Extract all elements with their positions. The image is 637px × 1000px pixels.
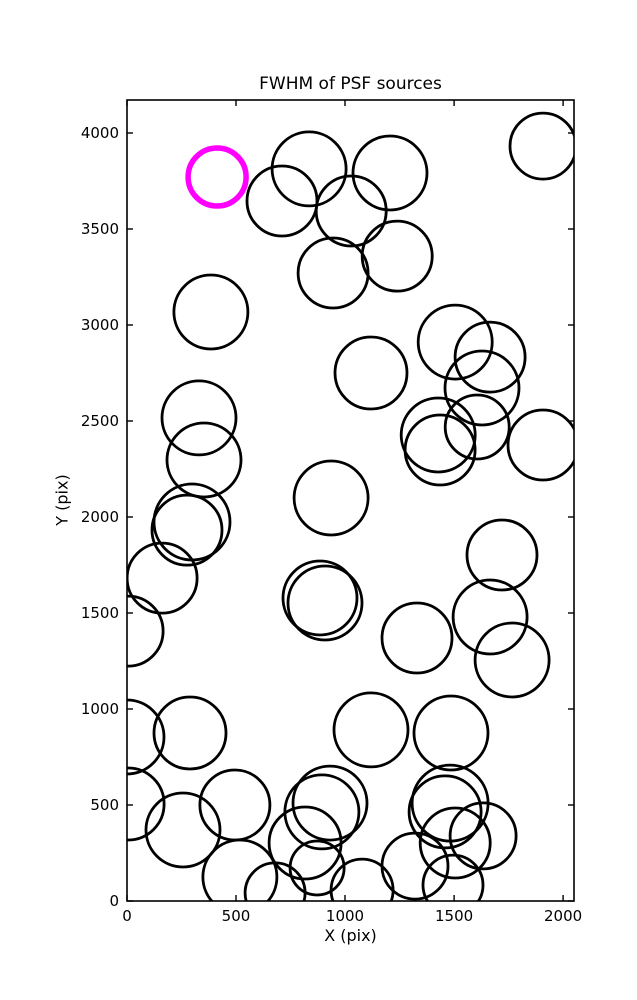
source-circle <box>333 335 409 411</box>
y-tick-label: 1500 <box>81 604 119 622</box>
y-tick-label: 2500 <box>81 412 119 430</box>
y-tick-label: 0 <box>109 892 119 910</box>
source-circle <box>380 601 454 675</box>
source-circle <box>453 320 527 394</box>
y-tick-label: 4000 <box>81 124 119 142</box>
y-tick-label: 3000 <box>81 316 119 334</box>
sources-group <box>127 111 574 901</box>
source-circle <box>291 764 369 842</box>
x-tick-label: 1000 <box>326 907 364 925</box>
source-circle <box>286 564 364 642</box>
y-tick-label: 2000 <box>81 508 119 526</box>
source-circle <box>412 694 490 772</box>
source-circle <box>360 219 434 293</box>
source-circle <box>127 594 165 668</box>
source-circle <box>296 236 370 310</box>
source-circle <box>243 861 307 901</box>
source-circle <box>403 413 477 487</box>
source-circle <box>127 698 166 776</box>
source-circle <box>407 774 483 850</box>
source-circle <box>172 273 250 351</box>
source-circle <box>508 111 574 181</box>
source-circle <box>160 379 238 457</box>
source-circle <box>473 621 551 699</box>
source-circle <box>152 695 228 771</box>
source-circle <box>150 493 224 567</box>
source-circle <box>351 134 429 212</box>
chart-title: FWHM of PSF sources <box>259 74 442 94</box>
source-circle <box>245 164 319 238</box>
axes-frame <box>126 99 575 902</box>
source-circle <box>201 838 279 901</box>
source-circle <box>465 518 539 592</box>
source-circle <box>506 408 574 482</box>
x-tick-label: 0 <box>122 907 132 925</box>
source-circle <box>314 174 388 248</box>
source-circle <box>380 831 450 901</box>
source-circle <box>416 303 494 381</box>
source-circle <box>144 791 222 869</box>
source-circle <box>421 853 485 901</box>
y-tick-label: 500 <box>90 796 119 814</box>
source-circle <box>267 805 343 881</box>
y-tick-label: 1000 <box>81 700 119 718</box>
source-circle <box>332 691 410 769</box>
x-tick-label: 1500 <box>435 907 473 925</box>
source-circle <box>443 349 521 427</box>
source-circle <box>451 578 529 656</box>
source-circle <box>448 801 518 871</box>
source-circle <box>292 459 370 537</box>
source-circle <box>443 393 511 461</box>
source-circle <box>270 130 348 208</box>
source-circle <box>399 396 477 474</box>
x-tick-label: 2000 <box>544 907 582 925</box>
source-circle <box>127 766 166 842</box>
source-circle <box>165 421 243 499</box>
x-axis-label: X (pix) <box>324 926 377 945</box>
highlighted-source-circle <box>185 145 249 209</box>
source-circle <box>418 806 492 880</box>
x-tick-label: 500 <box>222 907 251 925</box>
source-circle <box>281 559 359 637</box>
y-tick-label: 3500 <box>81 220 119 238</box>
